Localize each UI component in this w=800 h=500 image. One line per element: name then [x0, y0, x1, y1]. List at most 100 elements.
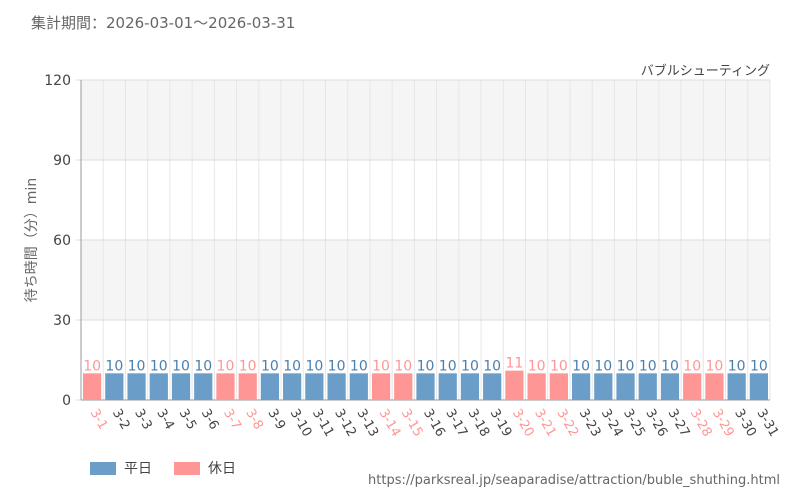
- source-url[interactable]: https://parksreal.jp/seaparadise/attract…: [368, 473, 780, 488]
- x-tick-label: 3-30: [731, 407, 759, 440]
- x-tick-label: 3-28: [687, 407, 715, 440]
- value-label: 10: [528, 358, 546, 374]
- x-tick-label: 3-29: [709, 407, 737, 440]
- value-label: 10: [639, 358, 657, 374]
- x-tick-labels: 3-13-23-33-43-53-63-73-83-93-103-113-123…: [87, 407, 782, 440]
- value-label: 10: [572, 358, 590, 374]
- value-label: 10: [261, 358, 279, 374]
- x-tick-label: 3-16: [420, 407, 448, 440]
- value-label: 10: [461, 358, 479, 374]
- x-tick-label: 3-4: [153, 407, 177, 433]
- value-label: 10: [683, 358, 701, 374]
- value-label: 10: [372, 358, 390, 374]
- x-tick-label: 3-19: [487, 407, 515, 440]
- x-tick-label: 3-21: [531, 407, 559, 440]
- bar: [127, 373, 146, 400]
- value-label: 10: [194, 358, 212, 374]
- bar: [660, 373, 680, 400]
- bar: [438, 373, 457, 400]
- plot-band: [81, 160, 770, 240]
- y-tick-label: 60: [53, 233, 71, 249]
- value-label: 10: [150, 358, 168, 374]
- bar: [305, 373, 324, 400]
- x-tick-label: 3-23: [576, 407, 604, 440]
- legend: 平日 休日: [90, 458, 258, 478]
- value-label: 10: [239, 358, 257, 374]
- bar: [505, 370, 524, 400]
- bar: [371, 373, 391, 400]
- value-label: 10: [328, 358, 346, 374]
- x-tick-label: 3-25: [620, 407, 648, 440]
- legend-label-weekday: 平日: [124, 461, 152, 477]
- bar: [171, 373, 191, 400]
- attraction-name: バブルシューティング: [640, 64, 770, 79]
- bar: [238, 373, 257, 400]
- x-tick-label: 3-5: [176, 407, 200, 433]
- value-labels: 10 10 10 10 10 10 10 10 10 10 10 10 10 10 10 10 10 10 10 11…: [83, 356, 768, 375]
- bar: [260, 373, 280, 400]
- bar: [549, 373, 568, 400]
- y-tick-label: 120: [44, 73, 71, 89]
- legend-item-weekday: 平日: [90, 458, 152, 478]
- x-tick-label: 3-11: [309, 407, 337, 440]
- bar: [283, 373, 302, 400]
- bar: [105, 373, 124, 400]
- value-label: 10: [728, 358, 746, 374]
- value-label: 10: [750, 358, 768, 374]
- x-tick-label: 3-3: [131, 407, 155, 433]
- value-label: 10: [483, 358, 501, 374]
- bar: [571, 373, 591, 400]
- bars: [83, 370, 768, 400]
- bar: [349, 373, 368, 400]
- x-tick-label: 3-1: [87, 407, 111, 433]
- plot-band: [81, 80, 770, 160]
- bar: [638, 373, 657, 400]
- value-label: 10: [594, 358, 612, 374]
- period-text: 集計期間：2026-03-01～2026-03-31: [31, 14, 296, 32]
- bar: [194, 373, 213, 400]
- x-tick-label: 3-8: [242, 407, 266, 433]
- legend-label-holiday: 休日: [208, 461, 236, 477]
- x-tick-label: 3-2: [109, 407, 133, 433]
- value-label: 10: [305, 358, 323, 374]
- bar: [216, 373, 235, 400]
- bar: [149, 373, 168, 400]
- x-tick-label: 3-14: [376, 407, 404, 440]
- x-tick-label: 3-13: [353, 407, 381, 440]
- bar: [327, 373, 346, 400]
- x-tick-label: 3-31: [753, 407, 781, 440]
- value-label: 10: [439, 358, 457, 374]
- legend-swatch-holiday: [174, 461, 200, 475]
- value-label: 10: [128, 358, 146, 374]
- bar: [749, 373, 768, 400]
- x-tick-label: 3-7: [220, 407, 244, 433]
- value-label: 10: [217, 358, 235, 374]
- y-tick-label: 90: [53, 153, 71, 169]
- value-label: 10: [394, 358, 412, 374]
- value-label: 10: [105, 358, 123, 374]
- y-axis-label: 待ち時間（分）min: [24, 178, 40, 302]
- bar: [394, 373, 413, 400]
- plot-band: [81, 240, 770, 320]
- bar: [616, 373, 635, 400]
- x-tick-label: 3-18: [464, 407, 492, 440]
- x-tick-label: 3-17: [442, 407, 470, 440]
- x-tick-label: 3-6: [198, 407, 222, 433]
- value-label: 10: [706, 358, 724, 374]
- gridlines: [76, 79, 771, 401]
- x-tick-label: 3-10: [287, 407, 315, 440]
- x-tick-label: 3-12: [331, 407, 359, 440]
- value-label: 11: [505, 356, 523, 372]
- x-tick-label: 3-27: [665, 407, 693, 440]
- legend-item-holiday: 休日: [174, 458, 236, 478]
- bar: [460, 373, 480, 400]
- bar: [527, 373, 546, 400]
- bar: [683, 373, 702, 400]
- bar: [705, 373, 724, 400]
- x-tick-label: 3-15: [398, 407, 426, 440]
- bar: [727, 373, 746, 400]
- legend-swatch-weekday: [90, 461, 116, 475]
- bar: [594, 373, 613, 400]
- value-label: 10: [83, 358, 101, 374]
